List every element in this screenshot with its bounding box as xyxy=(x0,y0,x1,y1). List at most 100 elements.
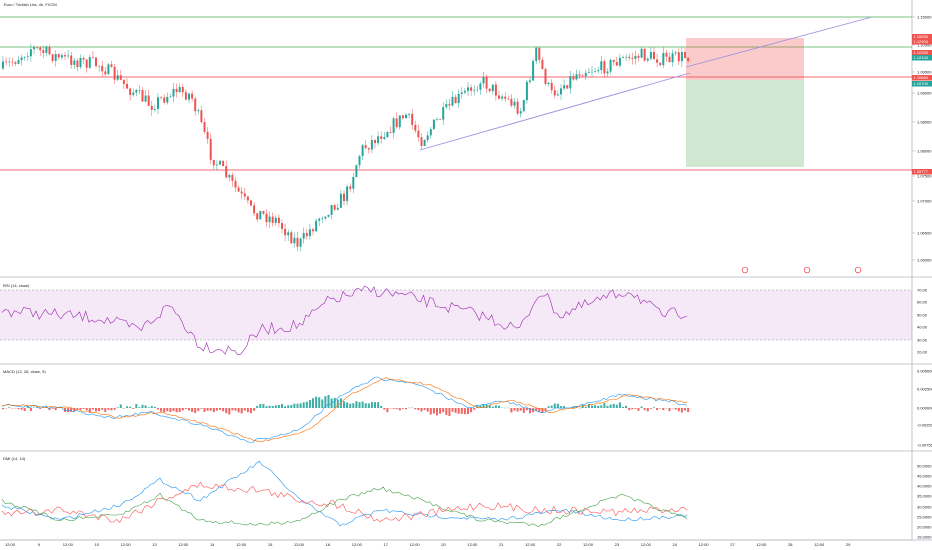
candle-body xyxy=(228,175,231,178)
macd-histogram-bar xyxy=(175,408,178,413)
candle-body xyxy=(532,61,535,81)
candle-body xyxy=(380,136,383,139)
time-tick-label: 12:00 xyxy=(121,542,132,547)
candle-body xyxy=(463,90,466,93)
candle-body xyxy=(615,61,618,66)
macd-histogram-bar xyxy=(147,407,150,408)
price-tick-label: 1.07500 xyxy=(917,174,932,179)
candle-body xyxy=(510,98,513,106)
candle-body xyxy=(308,229,311,237)
macd-histogram-bar xyxy=(460,408,463,414)
macd-histogram-bar xyxy=(234,408,237,411)
price-tag-label: 1.10700 xyxy=(914,81,929,86)
candle-body xyxy=(57,54,60,58)
candle-body xyxy=(29,49,32,57)
candle-body xyxy=(591,71,593,73)
candle-body xyxy=(423,140,426,146)
macd-histogram-bar xyxy=(674,408,677,410)
macd-histogram-bar xyxy=(659,408,662,409)
trendline-upper xyxy=(685,16,873,68)
macd-histogram-bar xyxy=(107,408,110,410)
candle-body xyxy=(436,119,438,120)
macd-histogram-bar xyxy=(181,408,184,411)
macd-tick-label: 0.000000 xyxy=(917,406,932,411)
candle-body xyxy=(470,87,473,91)
candle-body xyxy=(48,46,51,55)
time-tick-label: 23 xyxy=(615,542,620,547)
candle-body xyxy=(460,92,463,95)
macd-histogram-bar xyxy=(584,406,587,408)
candle-body xyxy=(389,132,392,133)
macd-histogram-bar xyxy=(250,408,252,414)
time-tick-label: 12:00 xyxy=(583,542,594,547)
candle-body xyxy=(290,232,293,244)
macd-histogram-bar xyxy=(126,406,128,408)
candle-body xyxy=(191,93,194,99)
candle-body xyxy=(315,220,318,232)
macd-histogram-bar xyxy=(157,408,159,410)
macd-histogram-bar xyxy=(42,407,45,408)
candle-body xyxy=(209,138,212,160)
macd-histogram-bar xyxy=(405,408,407,410)
macd-histogram-bar xyxy=(73,408,76,412)
candle-body xyxy=(687,57,690,62)
price-tick-label: 1.09500 xyxy=(917,70,932,75)
candle-body xyxy=(327,214,330,217)
macd-histogram-bar xyxy=(615,404,618,408)
macd-histogram-bar xyxy=(591,405,593,408)
time-tick-label: 12:00 xyxy=(178,542,189,547)
take-profit-zone xyxy=(686,80,804,167)
candle-body xyxy=(637,55,640,58)
macd-histogram-bar xyxy=(284,406,287,408)
candle-body xyxy=(504,96,507,99)
candle-body xyxy=(184,92,187,100)
candle-body xyxy=(457,94,460,104)
candle-body xyxy=(358,156,361,166)
candle-body xyxy=(163,97,166,103)
macd-histogram-bar xyxy=(324,396,327,408)
macd-histogram-bar xyxy=(268,405,271,408)
macd-histogram-bar xyxy=(23,408,26,412)
macd-histogram-bar xyxy=(141,404,144,408)
candle-body xyxy=(494,84,497,96)
candle-body xyxy=(643,48,646,61)
macd-histogram-bar xyxy=(274,405,277,408)
candle-body xyxy=(665,53,668,57)
macd-histogram-bar xyxy=(166,408,169,412)
candle-body xyxy=(649,51,652,59)
candle-body xyxy=(85,59,88,68)
candle-body xyxy=(302,233,305,239)
macd-histogram-bar xyxy=(432,408,435,414)
candle-body xyxy=(8,61,11,63)
time-tick-label: 12:00 xyxy=(641,542,652,547)
candle-body xyxy=(525,81,528,101)
dmi-tick-label: 40.0000 xyxy=(917,484,932,489)
macd-histogram-bar xyxy=(70,408,73,412)
macd-histogram-bar xyxy=(312,398,314,408)
macd-histogram-bar xyxy=(609,404,612,408)
candle-body xyxy=(67,55,70,57)
macd-histogram-bar xyxy=(113,408,116,410)
candle-body xyxy=(153,109,156,110)
macd-histogram-bar xyxy=(417,408,420,411)
macd-histogram-bar xyxy=(287,405,290,408)
macd-histogram-bar xyxy=(318,397,321,408)
macd-histogram-bar xyxy=(26,406,29,408)
candle-body xyxy=(150,105,153,110)
candle-body xyxy=(23,56,26,58)
macd-histogram-bar xyxy=(299,403,302,408)
candle-body xyxy=(215,164,218,166)
candle-body xyxy=(631,58,634,59)
candle-body xyxy=(634,55,637,59)
macd-histogram-bar xyxy=(231,408,234,411)
macd-histogram-bar xyxy=(29,408,32,412)
time-tick-label: 12:00 xyxy=(756,542,767,547)
macd-histogram-bar xyxy=(88,408,91,413)
plus-di-line xyxy=(1,460,688,527)
macd-histogram-bar xyxy=(150,406,153,408)
candle-body xyxy=(498,95,500,99)
macd-histogram-bar xyxy=(395,408,398,410)
macd-histogram-bar xyxy=(144,405,147,408)
candle-body xyxy=(2,61,4,69)
